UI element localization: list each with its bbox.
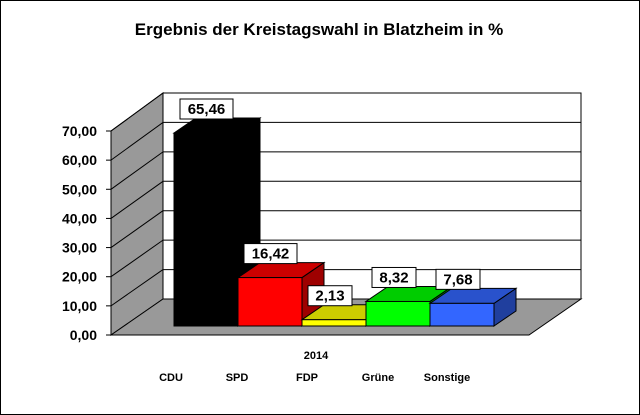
bar-front (365, 300, 431, 327)
data-label-box (243, 243, 298, 265)
category-labels: CDU SPD FDP Grüne Sonstige (159, 372, 470, 384)
category-label: Sonstige (424, 372, 470, 384)
category-label: Grüne (362, 372, 394, 384)
gridline-side (110, 151, 164, 190)
y-tick-label: 20,00 (62, 269, 97, 285)
chart-title: Ergebnis der Kreistagswahl in Blatzheim … (135, 20, 503, 39)
category-label: SPD (226, 372, 249, 384)
gridline-side (110, 180, 164, 219)
category-label: CDU (159, 372, 183, 384)
side-wall (110, 92, 164, 336)
gridline-side (110, 269, 164, 307)
bar-front (173, 132, 239, 327)
gridline-side (110, 92, 164, 132)
data-label: 16,42 (252, 246, 290, 263)
y-tick-label: 30,00 (62, 240, 97, 256)
bars (172, 117, 518, 327)
series-label: 2014 (304, 350, 329, 362)
bar-grüne (364, 285, 454, 327)
gridline-side (110, 239, 164, 278)
data-label-box (435, 268, 481, 290)
data-label: 2,13 (315, 288, 344, 305)
gridline-side (110, 122, 164, 161)
bar-front (301, 319, 367, 327)
data-label-box (307, 285, 353, 307)
bar-front (429, 302, 495, 327)
y-tick-label: 50,00 (62, 181, 97, 197)
category-label: FDP (296, 372, 318, 384)
data-label: 8,32 (379, 269, 408, 286)
data-label-box (179, 98, 234, 120)
y-tick-label: 10,00 (62, 298, 97, 314)
data-label-box (371, 266, 417, 288)
bar-front (237, 277, 303, 327)
data-label: 7,68 (443, 271, 472, 288)
y-tick-label: 40,00 (62, 210, 97, 226)
y-tick-label: 70,00 (62, 123, 97, 139)
y-axis-ticks: 0,00 10,00 20,00 30,00 40,00 50,00 60,00 70,00 (62, 123, 111, 343)
gridline-side (110, 210, 164, 248)
y-tick-label: 0,00 (70, 327, 97, 343)
bar-spd (236, 261, 326, 327)
data-labels: 65,46 16,42 2,13 8,32 7,68 (179, 98, 481, 307)
y-tick-label: 60,00 (62, 152, 97, 168)
data-label: 65,46 (188, 101, 226, 118)
bar-sonstige (428, 287, 518, 327)
